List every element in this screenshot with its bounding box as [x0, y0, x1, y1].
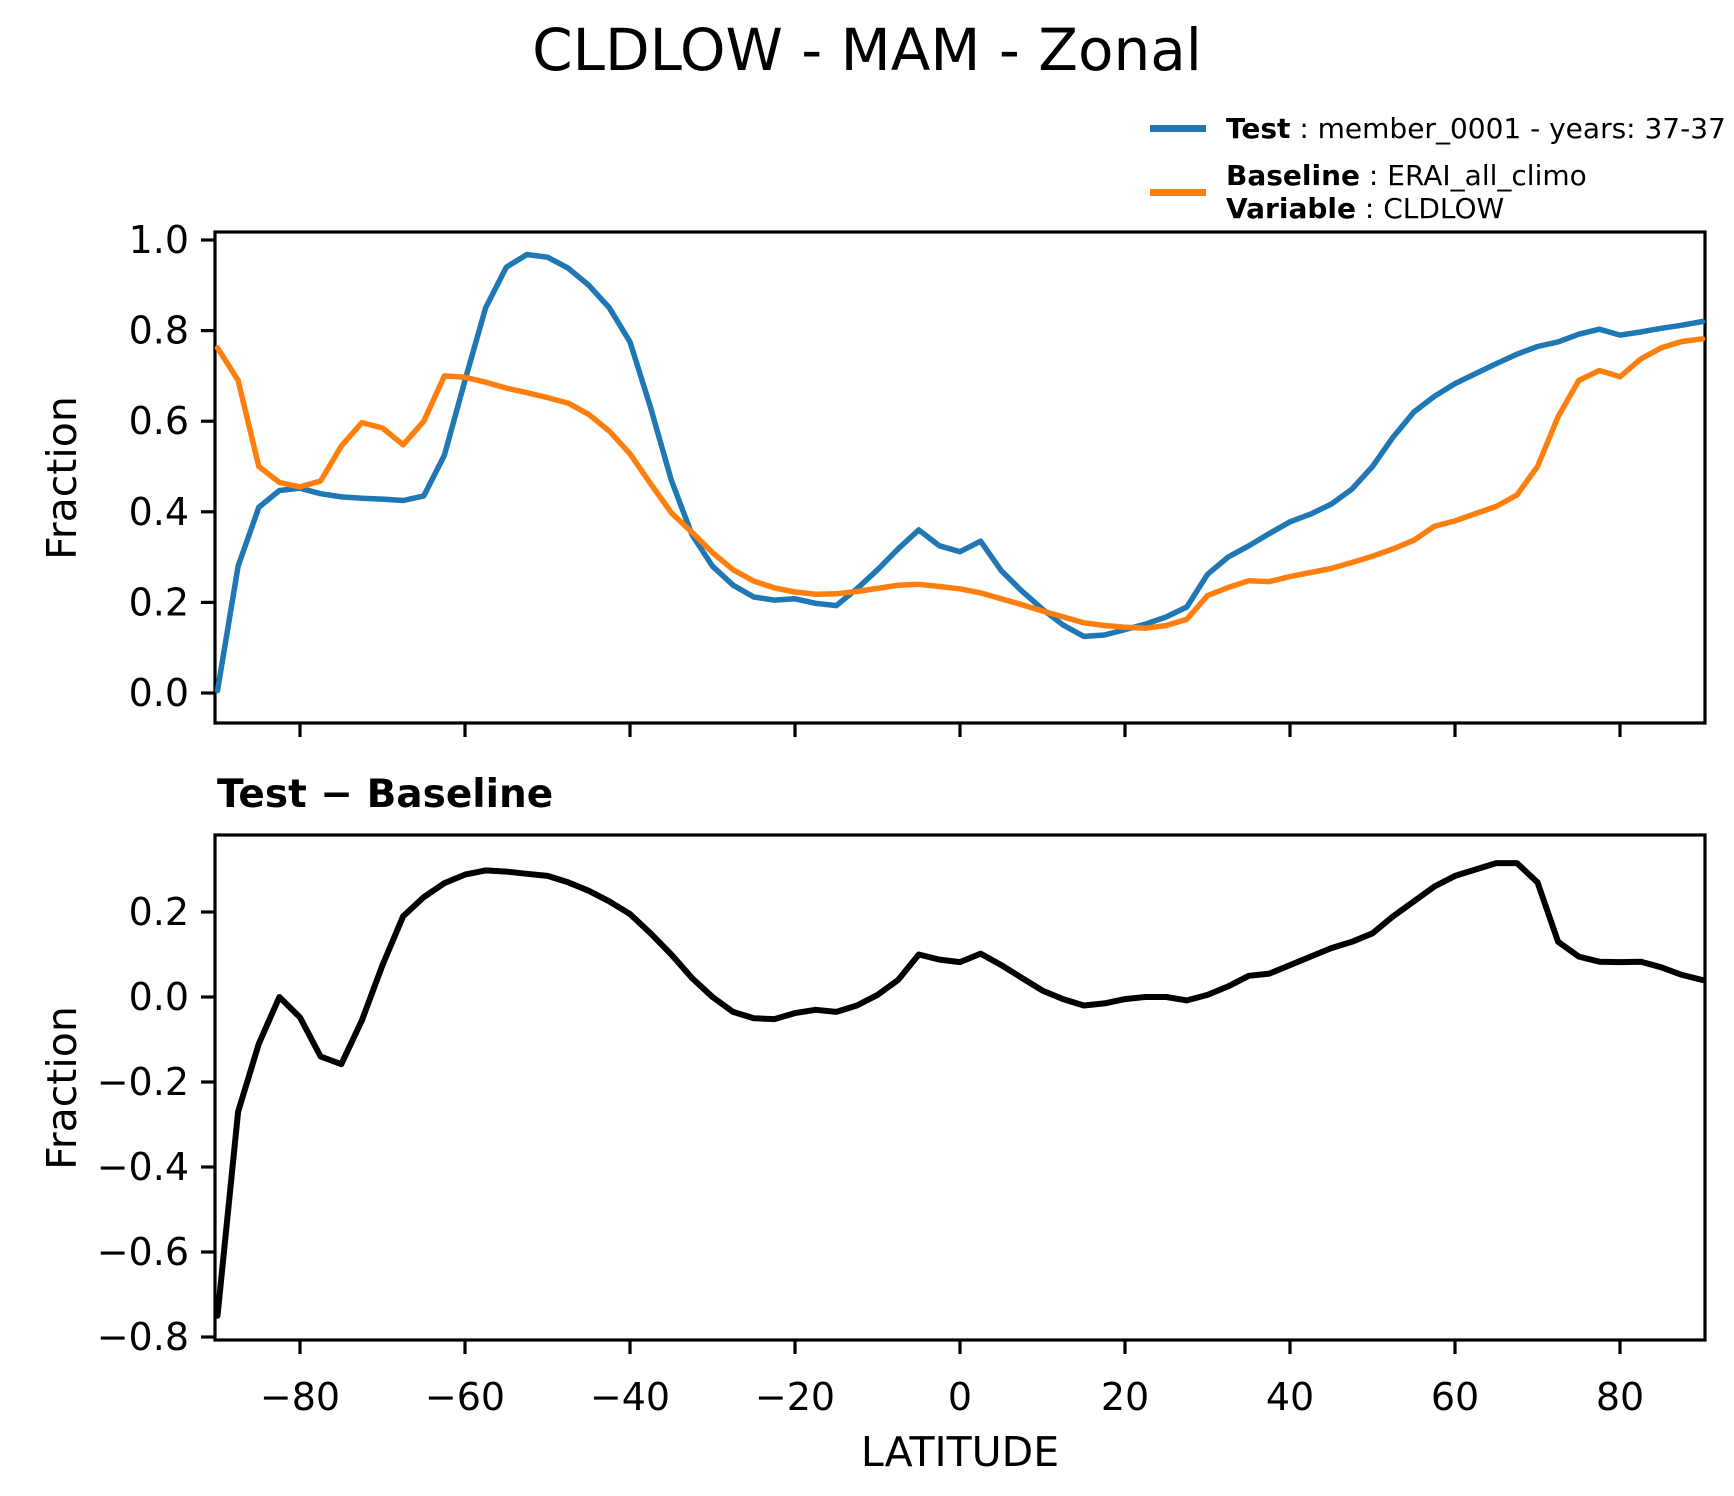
bottom-panel-y-tick-label: −0.8: [97, 1315, 189, 1359]
legend-variable-value: CLDLOW: [1383, 192, 1505, 225]
top-panel-y-tick-label: 0.6: [129, 399, 189, 443]
x-tick-label: 20: [1101, 1375, 1149, 1419]
top-panel-y-tick-label: 1.0: [129, 218, 189, 262]
legend-test-label: Test: [1226, 112, 1291, 145]
legend-entry-baseline: Baseline : ERAI_all_climo Variable : CLD…: [1150, 159, 1726, 225]
bottom-panel-y-tick-label: −0.4: [97, 1145, 189, 1189]
legend-variable-label: Variable: [1226, 192, 1356, 225]
legend-baseline-line: Baseline : ERAI_all_climo: [1226, 159, 1587, 192]
baseline-line-swatch: [1150, 188, 1206, 196]
top-panel-y-tick-label: 0.8: [129, 309, 189, 353]
test-line-swatch: [1150, 125, 1206, 132]
x-tick-label: −60: [425, 1375, 505, 1419]
legend-entry-baseline-text: Baseline : ERAI_all_climo Variable : CLD…: [1226, 159, 1587, 225]
test-baseline-series-line: [214, 860, 1706, 1319]
legend-variable-line: Variable : CLDLOW: [1226, 192, 1587, 225]
x-axis-label: LATITUDE: [860, 1428, 1060, 1476]
bottom-panel-y-tick-label: −0.2: [97, 1060, 189, 1104]
bottom-panel-frame: [213, 833, 1707, 1342]
x-tick-label: 80: [1596, 1375, 1644, 1419]
legend-test-value: member_0001 - years: 37-37: [1317, 112, 1726, 145]
x-tick-label: −20: [755, 1375, 835, 1419]
x-tick-label: −40: [590, 1375, 670, 1419]
bottom-panel-y-tick-label: 0.0: [129, 975, 189, 1019]
legend-baseline-label: Baseline: [1226, 159, 1361, 192]
baseline-series-line: [214, 336, 1706, 631]
bottom-panel-y-tick-label: −0.6: [97, 1230, 189, 1274]
top-panel-y-tick-label: 0.0: [129, 671, 189, 715]
x-tick-label: −80: [260, 1375, 340, 1419]
x-tick-label: 40: [1266, 1375, 1314, 1419]
legend-entry-test: Test : member_0001 - years: 37-37: [1150, 112, 1726, 145]
legend-test-sep: :: [1290, 112, 1318, 145]
legend: Test : member_0001 - years: 37-37 Baseli…: [1150, 112, 1726, 239]
legend-variable-sep: :: [1355, 192, 1384, 225]
top-panel-y-tick-label: 0.4: [129, 490, 189, 534]
legend-entry-test-text: Test : member_0001 - years: 37-37: [1226, 112, 1726, 145]
figure-title: CLDLOW - MAM - Zonal: [532, 16, 1202, 84]
bottom-panel-y-tick-label: 0.2: [129, 890, 189, 934]
top-panel-frame: [213, 230, 1707, 725]
bottom-panel-title: Test − Baseline: [217, 772, 554, 817]
top-panel-y-tick-label: 0.2: [129, 580, 189, 624]
x-tick-label: 60: [1431, 1375, 1479, 1419]
x-tick-label: 0: [948, 1375, 972, 1419]
legend-baseline-sep: :: [1360, 159, 1388, 192]
legend-baseline-value: ERAI_all_climo: [1387, 159, 1587, 192]
test-series-line: [214, 251, 1706, 694]
